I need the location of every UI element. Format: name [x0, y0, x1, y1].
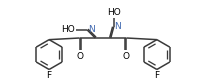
Text: HO: HO: [61, 25, 75, 34]
Text: O: O: [76, 52, 83, 61]
Text: HO: HO: [107, 8, 121, 17]
Text: N: N: [88, 25, 95, 34]
Text: F: F: [154, 71, 159, 80]
Text: F: F: [47, 71, 52, 80]
Text: O: O: [123, 52, 130, 61]
Text: N: N: [114, 22, 121, 31]
